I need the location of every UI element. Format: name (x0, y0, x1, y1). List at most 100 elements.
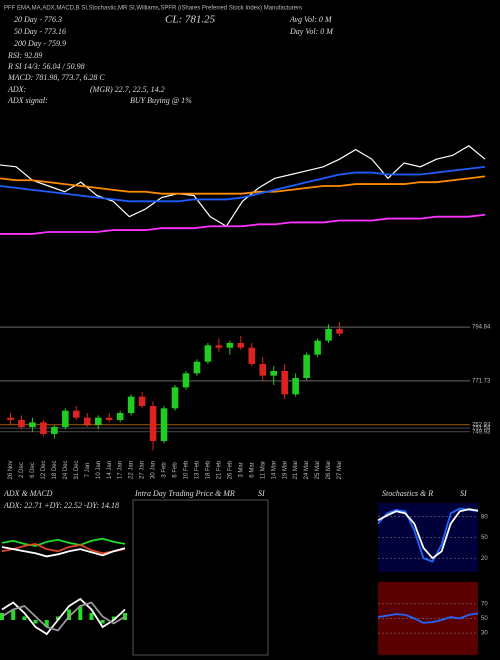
candle-body (7, 417, 14, 420)
histogram-bar (44, 620, 49, 627)
rsi2-label: R SI 14/3: 56.04 / 50.98 (7, 62, 85, 71)
y-tick-label: 80 (481, 514, 488, 520)
candle-body (248, 347, 256, 364)
candle-body (62, 410, 69, 427)
candle-body (29, 422, 36, 427)
histogram-bar (100, 620, 105, 624)
indicator-line (1, 601, 126, 632)
x-tick-label: 21 Feb (216, 460, 222, 479)
ma50-label: 50 Day - 773.16 (14, 27, 66, 36)
adx-values: (MGR) 22.7, 22.5, 14.2 (90, 85, 165, 94)
header-top: PFF EMA,MA,ADX,MACD,B SI,Stochastic,MR S… (4, 6, 302, 12)
histogram-bar (111, 616, 116, 620)
candle-body (116, 413, 124, 420)
x-tick-label: 14 Mar (271, 461, 277, 480)
macd-label: MACD: 781.98, 773.7, 6.28 C (7, 73, 105, 82)
indicator-line (1, 537, 126, 547)
x-tick-label: 26 Nov (8, 460, 14, 479)
candle-body (314, 340, 321, 355)
candle-body (259, 364, 267, 376)
candle-body (138, 396, 146, 406)
y-tick-label: 751.54 (472, 426, 491, 432)
x-tick-label: 27 Jan (140, 461, 146, 479)
histogram-bar (67, 609, 72, 620)
x-tick-label: 11 Mar (260, 461, 266, 479)
x-tick-label: 21 Mar (293, 461, 299, 480)
indicator-line (377, 507, 479, 563)
candle-body (105, 417, 113, 420)
histogram-bar (22, 616, 27, 620)
candle-body (73, 410, 80, 418)
y-tick-label: 50 (481, 616, 488, 622)
candle-body (303, 354, 310, 378)
rsi-label: RSI: 92.89 (7, 51, 42, 60)
indicator-line (1, 542, 126, 555)
x-tick-label: 3 Feb (162, 462, 168, 478)
indicator-line (377, 508, 479, 560)
x-tick-label: 6 Mar (249, 462, 255, 477)
histogram-bar (55, 616, 60, 620)
panel-title: Stochastics & R (382, 489, 433, 498)
panel-title: ADX & MACD (3, 489, 53, 498)
indicator-line (0, 175, 486, 195)
x-tick-label: 10 Feb (184, 460, 190, 479)
indicator-line (377, 612, 479, 624)
close-label: CL: 781.25 (165, 14, 216, 26)
panel-subtitle: SI (460, 489, 467, 498)
y-tick-label: 771.73 (472, 379, 491, 385)
candle-body (325, 329, 332, 341)
x-tick-label: 27 Mar (337, 461, 343, 480)
x-tick-label: 7 Jan (85, 463, 91, 478)
x-tick-label: 24 Dec (63, 460, 69, 479)
x-tick-label: 19 Mar (282, 461, 288, 480)
day-vol: Day Vol: 0 M (289, 27, 334, 36)
candle-body (40, 422, 47, 434)
x-tick-label: 26 Mar (326, 461, 332, 480)
y-tick-label: 30 (481, 631, 488, 637)
candle-body (182, 373, 190, 388)
y-tick-label: 20 (481, 556, 488, 562)
avg-vol: Avg Vol: 0 M (289, 15, 333, 24)
x-tick-label: 18 Feb (205, 460, 211, 479)
candle-body (149, 406, 157, 441)
adx-signal: BUY Buying @ 1% (130, 96, 192, 105)
ma200-label: 200 Day - 759.9 (14, 39, 66, 48)
x-tick-label: 26 Feb (227, 460, 233, 479)
panel-subtitle: SI (258, 489, 265, 498)
candle-body (193, 361, 201, 374)
x-tick-label: 2 Dec (19, 462, 25, 478)
x-tick-label: 13 Feb (195, 460, 201, 479)
adx-label: ADX: (7, 85, 27, 94)
x-tick-label: 17 Jan (118, 461, 124, 479)
x-tick-label: 6 Dec (30, 462, 36, 478)
indicator-line (1, 546, 126, 558)
x-tick-label: 18 Dec (52, 460, 58, 479)
adx-signal-label: ADX signal: (7, 96, 48, 105)
y-tick-label: 749.93 (472, 429, 491, 435)
ma20-label: 20 Day - 776.3 (14, 15, 62, 24)
candle-body (171, 387, 179, 409)
indicator-line (0, 213, 486, 235)
intraday-panel (132, 499, 269, 656)
candle-body (215, 345, 223, 348)
x-tick-label: 22 Jan (129, 461, 135, 479)
candle-body (51, 427, 58, 434)
histogram-bar (89, 613, 94, 620)
indicator-line (0, 165, 486, 203)
x-tick-label: 6 Feb (173, 462, 179, 478)
candle-body (270, 371, 277, 376)
histogram-bar (11, 609, 16, 620)
x-tick-label: 30 Jan (151, 461, 157, 479)
histogram-bar (78, 606, 83, 620)
x-tick-label: 3 Mar (238, 462, 244, 477)
candle-body (94, 417, 102, 425)
candle-body (160, 408, 168, 441)
y-tick-label: 70 (481, 601, 488, 607)
y-tick-label: 752.93 (472, 422, 491, 428)
x-tick-label: 24 Mar (304, 461, 310, 480)
candle-body (226, 343, 234, 348)
indicator-line (0, 145, 486, 228)
candle-body (237, 343, 245, 348)
candle-body (292, 378, 299, 395)
